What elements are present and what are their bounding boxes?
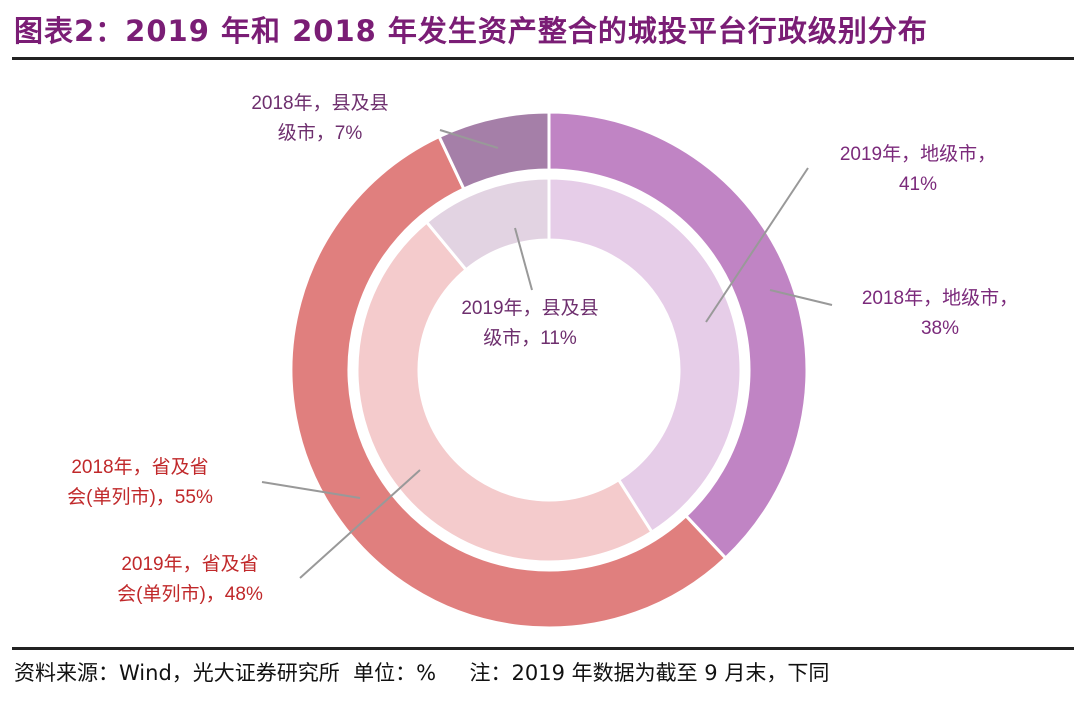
leader-line-outer-0 [769,289,833,306]
leader-line-outer-1 [261,481,361,499]
slice-outer-0 [547,110,809,561]
footer: 资料来源：Wind，光大证券研究所 单位：% 注：2019 年数据为截至 9 月… [14,657,829,687]
data-label-inner-2: 级市，11% [483,327,577,349]
source-note: 资料来源：Wind，光大证券研究所 单位：% [14,661,437,685]
top-rule [12,57,1074,60]
slice-outer-2 [437,110,551,192]
slice-inner-0 [547,176,743,535]
data-label-inner-1: 2019年，省及省 [121,553,258,575]
leader-line-outer-2 [439,129,499,149]
data-label-outer-2: 级市，7% [278,122,363,144]
data-label-outer-2: 2018年，县及县 [251,92,388,114]
slice-inner-1 [355,219,654,564]
data-label-outer-0: 2018年，地级市， [862,287,1018,309]
data-label-inner-1: 会(单列市)，48% [117,583,263,605]
leader-line-inner-0 [705,167,809,323]
data-label-outer-1: 2018年，省及省 [71,456,208,478]
slice-outer-1 [289,134,728,630]
slice-inner-2 [424,176,551,272]
chart-title: 图表2：2019 年和 2018 年发生资产整合的城投平台行政级别分布 [14,14,928,48]
bottom-rule [12,647,1074,650]
data-label-inner-2: 2019年，县及县 [461,297,598,319]
leader-line-inner-1 [299,469,421,579]
date-note: 注：2019 年数据为截至 9 月末，下同 [469,661,830,685]
data-label-inner-0: 41% [899,174,937,195]
data-label-inner-0: 2019年，地级市， [840,143,996,165]
data-label-outer-1: 会(单列市)，55% [67,486,213,508]
data-label-outer-0: 38% [921,318,959,339]
leader-line-inner-2 [514,227,533,291]
